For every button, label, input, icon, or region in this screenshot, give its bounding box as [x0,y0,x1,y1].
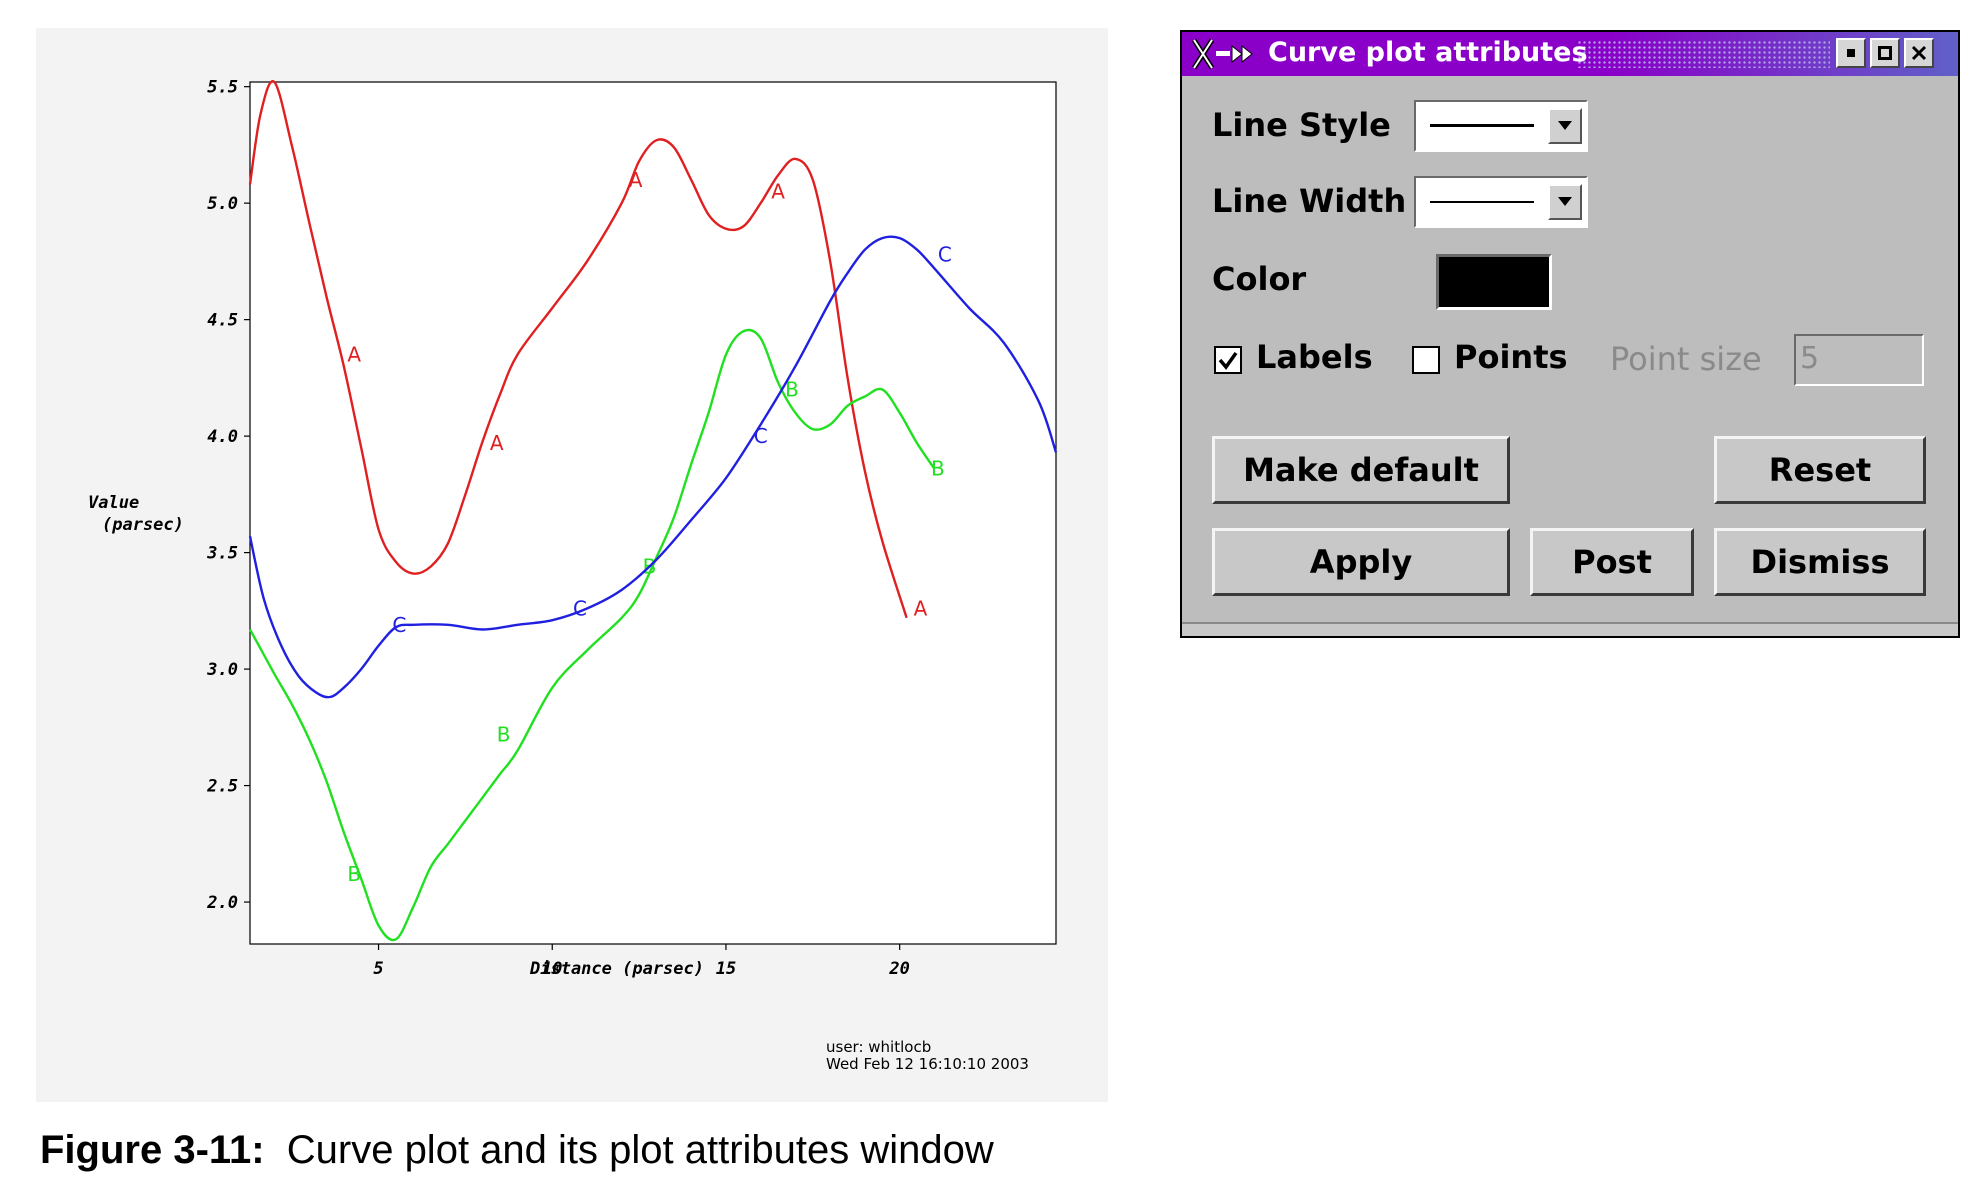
close-icon [1911,45,1927,61]
curve-a-label: A [914,597,928,621]
labels-checkbox[interactable] [1214,346,1242,374]
curve-plot-window: 2.0 2.5 3.0 3.5 4.0 4.5 5.0 5.5 5 10 15 20 A A A A A B B… [36,28,1108,1102]
maximize-icon [1878,46,1892,60]
line-width-dropdown-arrow[interactable] [1548,184,1582,220]
y-tick-label: 3.0 [206,660,238,680]
window-bottom-edge [1182,622,1958,636]
points-checkbox[interactable] [1412,346,1440,374]
curve-a-label: A [347,343,361,367]
apply-button[interactable]: Apply [1212,528,1510,596]
y-tick-label: 3.5 [206,544,238,564]
point-size-label: Point size [1610,340,1762,378]
line-width-dropdown[interactable] [1414,176,1588,228]
y-axis-title-line1: Value [88,493,139,513]
title-bar[interactable]: Curve plot attributes [1182,32,1958,76]
title-bar-texture [1577,40,1830,68]
y-axis-title-line2: (parsec) [102,515,184,535]
curve-c-label: C [754,424,768,448]
curve-a-line [248,80,908,619]
close-button[interactable] [1904,38,1934,68]
curve-c-label: C [938,242,952,266]
x-axis: 5 10 15 20 [373,944,910,979]
color-swatch-button[interactable] [1436,254,1552,310]
curve-a-label: A [629,168,643,192]
plot-area [249,81,1057,945]
x-axis-title: Distance (parsec) [529,959,704,979]
chevron-down-icon [1558,197,1572,206]
curve-b-line [248,328,936,942]
x-tick-label: 10 [542,959,562,979]
curve-c-line [248,235,1058,699]
labels-checkbox-label[interactable]: Labels [1256,338,1373,376]
window-menu-icon[interactable] [1190,36,1260,72]
line-style-label: Line Style [1212,106,1391,144]
curve-plot-attributes-window: Curve plot attributes Line Style Line Wi… [1180,30,1960,638]
curve-b-label: B [347,862,361,886]
curve-a-label: A [771,179,785,203]
chevron-down-icon [1558,121,1572,130]
footer-date: Wed Feb 12 16:10:10 2003 [826,1055,1029,1073]
line-style-dropdown-arrow[interactable] [1548,108,1582,144]
curve-c-label: C [392,613,406,637]
curve-a-label: A [490,431,504,455]
checkmark-icon [1218,351,1238,370]
line-style-preview [1430,124,1534,127]
figure-caption: Figure 3-11: Curve plot and its plot att… [40,1128,994,1173]
line-style-dropdown[interactable] [1414,100,1588,152]
minimize-button[interactable] [1836,38,1866,68]
color-label: Color [1212,260,1307,298]
window-title: Curve plot attributes [1268,37,1588,68]
curve-b-label: B [785,378,799,402]
y-tick-label: 5.0 [207,194,238,214]
y-axis: 2.0 2.5 3.0 3.5 4.0 4.5 5.0 5.5 [206,78,250,913]
x-tick-label: 20 [888,959,909,979]
y-tick-label: 5.5 [207,78,238,98]
maximize-button[interactable] [1870,38,1900,68]
curve-plot: 2.0 2.5 3.0 3.5 4.0 4.5 5.0 5.5 5 10 15 20 A A A A A B B… [88,78,1058,1073]
line-width-label: Line Width [1212,182,1407,220]
curve-c-label: C [573,597,587,621]
y-tick-label: 4.0 [207,427,238,447]
dismiss-button[interactable]: Dismiss [1714,528,1926,596]
line-width-preview [1430,201,1534,203]
x-tick-label: 15 [716,959,736,979]
figure-caption-text: Curve plot and its plot attributes windo… [286,1128,994,1172]
y-tick-label: 4.5 [207,311,238,331]
curve-b-label: B [931,457,945,481]
minimize-icon [1847,49,1855,57]
make-default-button[interactable]: Make default [1212,436,1510,504]
y-tick-label: 2.0 [206,893,238,913]
point-size-field[interactable]: 5 [1794,334,1924,386]
y-tick-label: 2.5 [206,777,238,797]
points-checkbox-label[interactable]: Points [1454,338,1568,376]
curve-b-label: B [497,722,511,746]
x-tick-label: 5 [373,959,383,979]
footer-user: user: whitlocb [826,1038,931,1056]
figure-number: Figure 3-11: [40,1128,265,1172]
reset-button[interactable]: Reset [1714,436,1926,504]
post-button[interactable]: Post [1530,528,1694,596]
